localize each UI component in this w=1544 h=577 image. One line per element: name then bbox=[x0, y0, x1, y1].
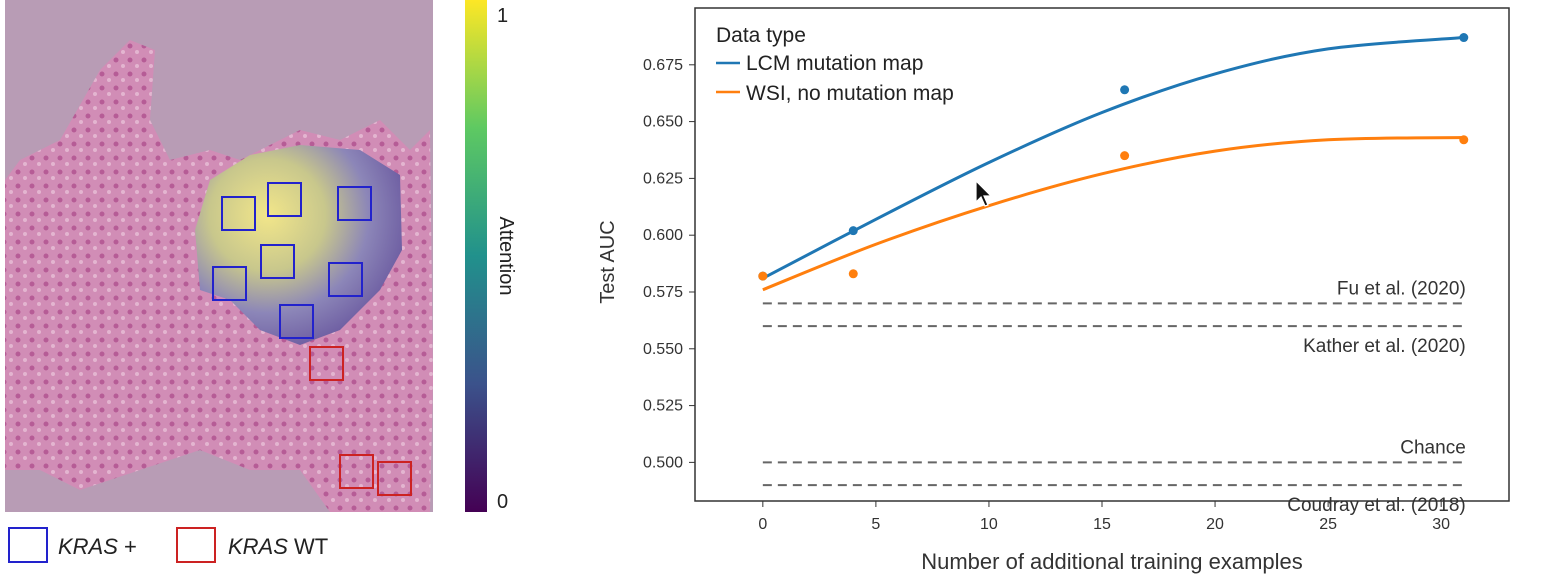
data-point bbox=[848, 226, 858, 236]
x-tick-label: 25 bbox=[1319, 516, 1337, 533]
y-tick-label: 0.575 bbox=[643, 284, 683, 301]
kras-positive-box bbox=[260, 244, 295, 279]
kras-positive-legend-label: KRAS + bbox=[58, 534, 137, 560]
kras-positive-suffix: + bbox=[117, 534, 137, 559]
data-point bbox=[758, 271, 768, 281]
kras-positive-box bbox=[221, 196, 256, 231]
y-tick-label: 0.675 bbox=[643, 57, 683, 74]
legend-wsi-label: WSI, no mutation map bbox=[746, 82, 954, 105]
reference-line-label: Fu et al. (2020) bbox=[1337, 278, 1466, 299]
legend-lcm-label: LCM mutation map bbox=[746, 52, 923, 75]
attention-colorbar bbox=[465, 0, 487, 512]
reference-line-label: Kather et al. (2020) bbox=[1303, 336, 1466, 357]
kras-positive-box bbox=[328, 262, 363, 297]
x-tick-label: 15 bbox=[1093, 516, 1111, 533]
x-tick-label: 20 bbox=[1206, 516, 1224, 533]
legend-title: Data type bbox=[716, 24, 806, 47]
kras-wt-legend-label: KRAS WT bbox=[228, 534, 328, 560]
y-tick-label: 0.550 bbox=[643, 341, 683, 358]
kras-wt-box bbox=[309, 346, 344, 381]
chart-legend: Data type LCM mutation map WSI, no mutat… bbox=[716, 24, 954, 105]
kras-wt-boxes bbox=[309, 346, 412, 496]
x-tick-label: 0 bbox=[758, 516, 767, 533]
kras-positive-boxes bbox=[212, 182, 372, 339]
data-point bbox=[1459, 135, 1469, 145]
kras-positive-legend-swatch bbox=[8, 527, 48, 563]
fit-line bbox=[762, 135, 1464, 292]
kras-wt-legend-swatch bbox=[176, 527, 216, 563]
kras-wt-box bbox=[377, 461, 412, 496]
tissue-attention-map: 1 0 Attention bbox=[5, 0, 517, 513]
y-tick-label: 0.600 bbox=[643, 227, 683, 244]
mouse-cursor-icon bbox=[975, 180, 993, 207]
data-point bbox=[1459, 33, 1469, 43]
colorbar-min-label: 0 bbox=[497, 491, 508, 513]
data-point bbox=[1120, 151, 1130, 161]
x-axis-label: Number of additional training examples bbox=[921, 549, 1303, 574]
y-tick-label: 0.525 bbox=[643, 398, 683, 415]
fit-line bbox=[762, 36, 1464, 280]
colorbar-label: Attention bbox=[495, 217, 517, 296]
y-tick-label: 0.650 bbox=[643, 114, 683, 131]
reference-line-label: Coudray et al. (2018) bbox=[1287, 495, 1466, 516]
x-tick-label: 10 bbox=[980, 516, 998, 533]
kras-positive-box bbox=[267, 182, 302, 217]
y-tick-label: 0.625 bbox=[643, 170, 683, 187]
kras-positive-gene: KRAS bbox=[58, 534, 118, 559]
data-point bbox=[1120, 85, 1130, 95]
y-tick-label: 0.500 bbox=[643, 454, 683, 471]
kras-positive-box bbox=[279, 304, 314, 339]
colorbar-max-label: 1 bbox=[497, 5, 508, 27]
kras-wt-box bbox=[339, 454, 374, 489]
data-point bbox=[848, 269, 858, 279]
kras-positive-box bbox=[212, 266, 247, 301]
y-axis-label: Test AUC bbox=[597, 220, 619, 303]
reference-line-label: Chance bbox=[1400, 437, 1466, 458]
kras-positive-box bbox=[337, 186, 372, 221]
x-tick-label: 30 bbox=[1432, 516, 1450, 533]
plot-frame bbox=[694, 7, 1510, 502]
kras-wt-suffix: WT bbox=[287, 534, 329, 559]
kras-wt-gene: KRAS bbox=[228, 534, 288, 559]
x-tick-label: 5 bbox=[871, 516, 880, 533]
